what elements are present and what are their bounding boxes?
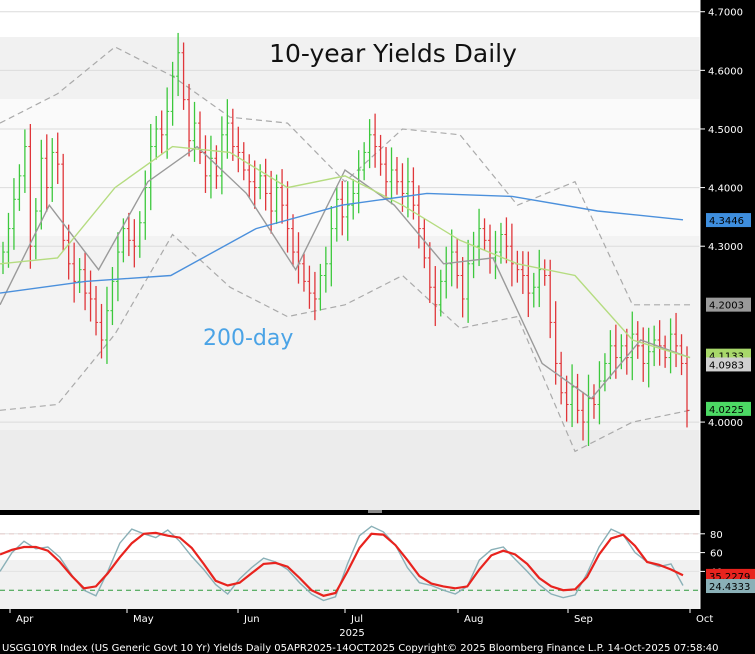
panel-handle[interactable] xyxy=(368,510,382,513)
value-tag xyxy=(706,357,751,372)
value-tag-label: 4.1133 xyxy=(709,352,744,363)
value-tag xyxy=(706,297,751,312)
plot-band xyxy=(0,236,700,430)
plot-band xyxy=(0,99,700,236)
x-tick-label: Jul xyxy=(350,614,363,625)
y-tick-label: 4.6000 xyxy=(708,66,743,77)
footer-text: USGG10YR Index (US Generic Govt 10 Yr) Y… xyxy=(2,643,719,654)
value-tag xyxy=(706,213,751,228)
value-tag xyxy=(706,579,755,594)
bollinger-lower-line xyxy=(0,233,691,453)
value-tag xyxy=(706,401,751,416)
x-tick-label: Sep xyxy=(574,614,593,625)
y-tick-label: 4.0000 xyxy=(708,418,743,429)
x-tick-label: Jun xyxy=(243,614,260,625)
x-tick-label: May xyxy=(133,614,154,625)
y-tick-label: 4.4000 xyxy=(708,184,743,195)
oscillator-red-line xyxy=(0,531,684,597)
x-tick-label: Oct xyxy=(696,614,713,625)
y-tick-label: 60 xyxy=(710,549,723,560)
chart-title: 10-year Yields Daily xyxy=(269,39,517,68)
y-tick-label: 4.5000 xyxy=(708,125,743,136)
year-label: 2025 xyxy=(339,628,364,639)
value-tag-label: 4.2003 xyxy=(709,301,744,312)
value-tag-label: 4.0983 xyxy=(709,360,744,371)
y-tick-label: 4.7000 xyxy=(708,8,743,19)
value-tag-label: 4.3446 xyxy=(709,216,744,227)
value-tag-label: 35.2279 xyxy=(709,572,750,583)
ma-20-line xyxy=(0,145,691,400)
plot-band xyxy=(0,430,700,510)
ma-50-line xyxy=(0,145,691,359)
y-tick-label: 80 xyxy=(710,530,723,541)
panel-separator xyxy=(0,510,700,515)
right-axis xyxy=(700,0,755,510)
x-axis-bar xyxy=(0,609,755,639)
ma-200-annotation: 200-day xyxy=(203,326,293,351)
ma-200-line xyxy=(0,192,684,294)
value-tag-label: 24.4333 xyxy=(709,582,750,593)
value-tag-label: 4.0225 xyxy=(709,405,744,416)
y-tick-label: 4.3000 xyxy=(708,242,743,253)
bollinger-upper-line xyxy=(0,46,690,306)
x-tick-label: Aug xyxy=(464,614,484,625)
x-tick-label: Apr xyxy=(16,614,34,625)
right-axis-lower xyxy=(700,515,755,609)
